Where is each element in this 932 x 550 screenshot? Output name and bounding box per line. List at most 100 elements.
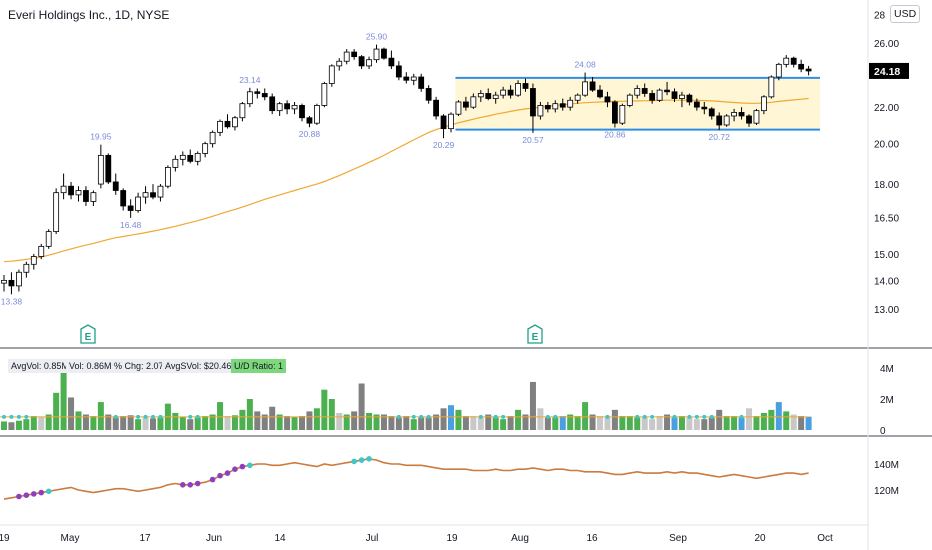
- candle: [164, 165, 171, 189]
- volume-bar: [105, 414, 112, 430]
- volume-bar: [693, 419, 700, 430]
- earnings-icon-label: E: [532, 332, 539, 343]
- candle-body: [671, 91, 678, 99]
- volume-bar: [120, 416, 127, 430]
- candle-body: [798, 63, 805, 70]
- volume-bar: [239, 409, 246, 430]
- volume-bar: [574, 416, 581, 430]
- candle: [500, 86, 507, 99]
- time-axis-label: 16: [586, 533, 598, 544]
- candle-body: [358, 56, 365, 67]
- volume-bar: [626, 416, 633, 430]
- candle-body: [239, 103, 246, 119]
- candle-body: [1, 279, 7, 284]
- candle: [656, 88, 663, 102]
- time-axis-label: Oct: [817, 533, 833, 544]
- candle-body: [45, 231, 52, 247]
- volume-bar: [649, 419, 656, 430]
- candle-body: [284, 103, 291, 110]
- volume-bar: [775, 402, 782, 430]
- volume-bar: [366, 412, 373, 430]
- candle-body: [664, 89, 670, 93]
- low-volume-dot: [143, 414, 148, 419]
- candle-body: [500, 89, 507, 96]
- candle-body: [448, 113, 454, 130]
- candle: [530, 83, 536, 133]
- volume-bar: [53, 392, 60, 430]
- rs-highlight-dot: [232, 466, 238, 473]
- candle-body: [507, 89, 514, 96]
- candle: [45, 229, 52, 249]
- low-volume-dot: [195, 414, 200, 419]
- rs-highlight-dot: [45, 488, 52, 495]
- candle-body: [373, 48, 380, 61]
- volume-bar: [440, 408, 447, 430]
- candle: [172, 155, 179, 172]
- candle: [708, 107, 715, 120]
- candle-body: [604, 96, 611, 103]
- stat-pct-chg: % Chg: 2.07%: [111, 359, 175, 373]
- candle-body: [351, 51, 358, 58]
- candle: [425, 85, 432, 104]
- rs-highlight-dot: [187, 482, 194, 488]
- volume-bar: [15, 420, 22, 430]
- volume-bar: [701, 419, 708, 430]
- candle-body: [313, 105, 320, 124]
- candle-body: [559, 103, 566, 108]
- candle-body: [38, 245, 45, 257]
- volume-bar: [507, 416, 514, 430]
- candle: [381, 47, 387, 60]
- low-volume-dot: [687, 414, 692, 419]
- candle: [328, 64, 335, 87]
- volume-bar: [142, 417, 149, 430]
- candle-body: [343, 51, 350, 62]
- volume-bar: [634, 417, 641, 430]
- candle: [768, 75, 775, 99]
- candle: [157, 184, 164, 202]
- volume-bar: [731, 416, 738, 430]
- low-volume-dot: [2, 414, 6, 419]
- candle-body: [530, 88, 536, 117]
- candle: [351, 49, 358, 60]
- candle-body: [686, 94, 693, 103]
- volume-bar: [388, 416, 395, 430]
- volume-bar: [790, 414, 797, 430]
- candle-body: [75, 190, 82, 196]
- candle: [336, 58, 343, 71]
- volume-bar: [135, 419, 142, 430]
- volume-bar: [254, 411, 261, 430]
- rs-highlight-dot: [358, 457, 365, 463]
- candle-body: [649, 93, 656, 101]
- time-axis-label: Jun: [206, 533, 222, 544]
- candle-body: [142, 192, 149, 198]
- candle: [232, 115, 238, 131]
- volume-bar: [760, 412, 767, 430]
- volume-bar: [60, 371, 67, 430]
- volume-bar: [23, 419, 30, 430]
- price-annotation: 19.95: [90, 132, 112, 142]
- rs-highlight-dot: [16, 493, 22, 500]
- currency-badge[interactable]: USD: [890, 5, 921, 23]
- candle: [291, 101, 298, 115]
- candle: [321, 81, 328, 108]
- volume-bar: [38, 416, 45, 430]
- candle-body: [515, 83, 521, 96]
- candle-body: [68, 185, 74, 196]
- low-volume-dot: [113, 414, 118, 419]
- volume-bar: [477, 417, 484, 430]
- candle-body: [299, 105, 305, 119]
- volume-bar: [448, 405, 454, 430]
- rs-highlight-dot: [247, 462, 253, 469]
- candle: [589, 77, 596, 92]
- volume-axis-label: 2M: [880, 395, 894, 406]
- candle-body: [738, 112, 745, 117]
- price-annotation: 20.57: [522, 135, 544, 145]
- earnings-icon-shape: [80, 324, 96, 344]
- low-volume-dot: [396, 414, 401, 419]
- candle-body: [83, 190, 89, 202]
- candle-body: [440, 115, 447, 130]
- volume-bar: [179, 416, 186, 430]
- volume-bar: [597, 416, 603, 430]
- candle: [194, 151, 201, 166]
